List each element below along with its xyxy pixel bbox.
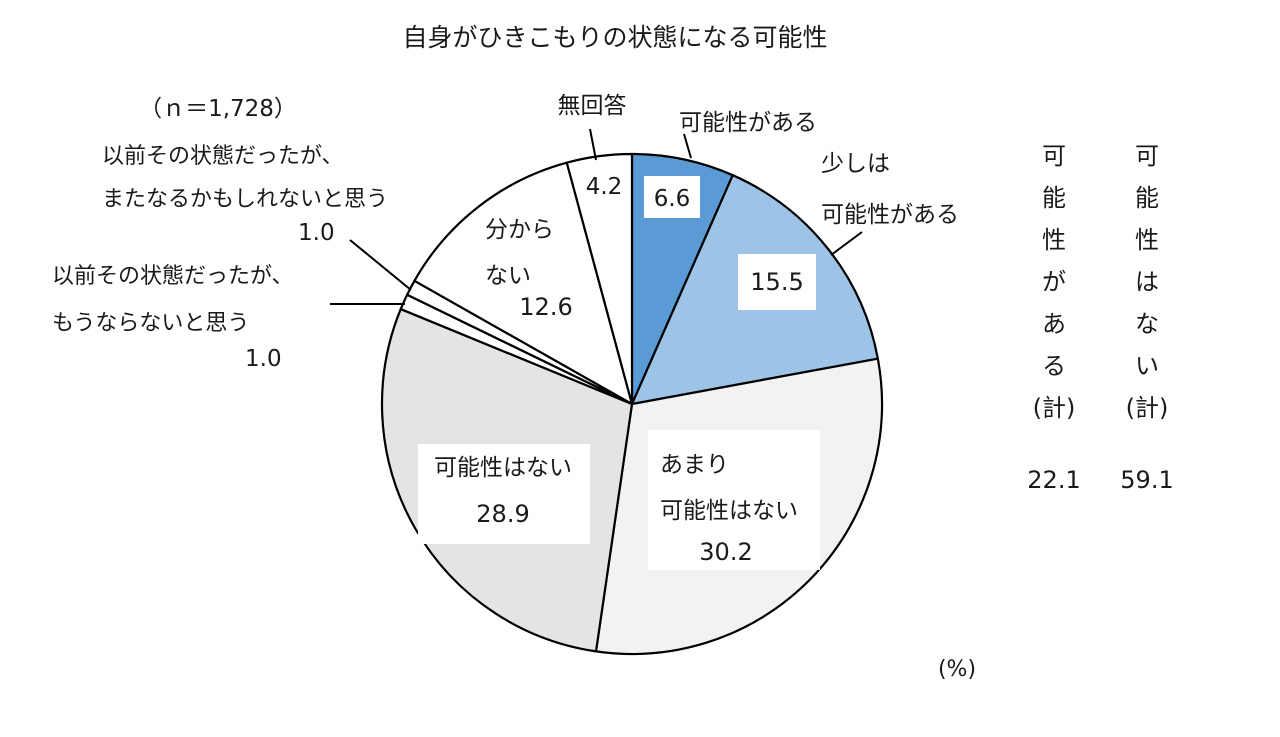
total-2-value: 59.1 xyxy=(1120,466,1173,494)
slice-label-d: 可能性はない xyxy=(434,455,572,481)
totals-column-2: 可 能 性 は な い (計) 59.1 xyxy=(1120,142,1173,494)
slice-label-f-line2: またなるかもしれないと思う xyxy=(102,187,388,212)
unit-label: (%) xyxy=(938,657,976,682)
label-box-c xyxy=(648,430,820,570)
totals-column-1: 可 能 性 が あ る (計) 22.1 xyxy=(1027,142,1080,494)
total-2-char-1: 可 xyxy=(1135,142,1159,170)
label-box-b xyxy=(738,254,816,310)
leader-line-f xyxy=(349,239,412,291)
total-1-char-3: 性 xyxy=(1042,226,1066,254)
slice-value-c: 30.2 xyxy=(699,538,752,566)
slice-label-e-line1: 以前その状態だったが、 xyxy=(52,264,294,289)
pie-slices xyxy=(380,152,884,656)
slice-label-b-line2: 可能性がある xyxy=(821,202,959,228)
total-2-char-4: は xyxy=(1135,268,1159,296)
total-1-char-5: あ xyxy=(1042,310,1066,338)
leader-line-b xyxy=(830,231,863,256)
slice-label-c-line1: あまり xyxy=(660,452,729,478)
total-1-char-7: (計) xyxy=(1033,394,1076,422)
slice-label-c-line2: 可能性はない xyxy=(660,498,798,524)
leader-line-h xyxy=(589,128,597,161)
slice-label-g-line1: 分から xyxy=(485,217,554,243)
slice-label-b-line1: 少しは xyxy=(821,151,890,177)
slice-label-f-line1: 以前その状態だったが、 xyxy=(102,144,344,169)
slice-value-d: 28.9 xyxy=(476,500,529,528)
leader-line-a xyxy=(683,133,692,159)
total-1-value: 22.1 xyxy=(1027,466,1080,494)
label-box-d xyxy=(418,444,590,544)
pie-slice-g xyxy=(413,161,634,406)
sample-size-label: （ｎ＝1,728） xyxy=(139,96,297,122)
total-1-char-1: 可 xyxy=(1042,142,1066,170)
total-2-char-7: (計) xyxy=(1126,394,1169,422)
slice-value-f: 1.0 xyxy=(298,220,335,246)
pie-slice-h xyxy=(565,152,634,406)
total-1-char-4: が xyxy=(1042,268,1066,296)
label-box-a xyxy=(644,176,700,218)
slice-label-a: 可能性がある xyxy=(679,110,817,136)
total-1-char-2: 能 xyxy=(1042,184,1066,212)
total-2-char-3: 性 xyxy=(1135,226,1159,254)
slice-value-g: 12.6 xyxy=(519,293,572,321)
total-2-char-6: い xyxy=(1135,352,1159,380)
slice-label-g-line2: ない xyxy=(485,263,531,289)
slice-label-h: 無回答 xyxy=(558,93,627,119)
value-label-boxes xyxy=(418,176,820,570)
total-1-char-6: る xyxy=(1042,352,1066,380)
slice-value-a: 6.6 xyxy=(654,186,691,212)
chart-title: 自身がひきこもりの状態になる可能性 xyxy=(402,23,827,52)
slice-label-e-line2: もうならないと思う xyxy=(52,311,249,336)
leader-lines xyxy=(330,128,863,305)
slice-value-e: 1.0 xyxy=(245,346,282,372)
slice-value-b: 15.5 xyxy=(750,268,803,296)
slice-value-h: 4.2 xyxy=(586,174,623,200)
total-2-char-5: な xyxy=(1135,310,1159,338)
total-2-char-2: 能 xyxy=(1135,184,1159,212)
